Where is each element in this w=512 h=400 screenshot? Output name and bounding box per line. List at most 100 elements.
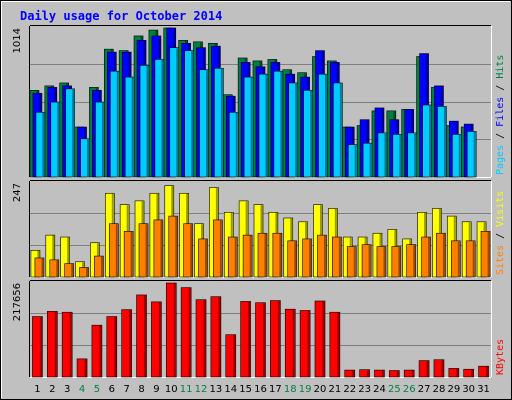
bar-shadow — [399, 134, 402, 177]
bar-pages — [154, 59, 165, 178]
x-tick-label: 9 — [153, 384, 159, 395]
bar-shadow — [338, 237, 341, 277]
bar-shadow — [249, 235, 252, 277]
bar-shadow — [203, 300, 206, 377]
bar-sites — [361, 244, 372, 278]
bar-kbytes — [344, 369, 356, 378]
bar-sites — [287, 240, 298, 278]
bar-kbytes — [374, 369, 385, 378]
bar-shadow — [411, 370, 414, 377]
bar-kbytes — [389, 370, 400, 378]
bar-kbytes — [463, 368, 474, 378]
x-tick-label: 7 — [123, 384, 129, 395]
bar-shadow — [277, 301, 280, 377]
bar-shadow — [472, 241, 475, 277]
bar-shadow — [309, 239, 312, 277]
bar-pages — [392, 134, 403, 178]
legend-entry: / — [495, 227, 506, 245]
x-tick-label: 27 — [418, 384, 431, 395]
bar-shadow — [130, 231, 133, 277]
bar-sites — [49, 259, 60, 278]
bar-pages — [199, 69, 209, 178]
bar-shadow — [443, 106, 446, 177]
bar-sites — [421, 236, 431, 278]
bar-shadow — [458, 134, 461, 177]
x-tick-label: 22 — [343, 384, 356, 395]
bar-shadow — [161, 59, 164, 177]
x-tick-label: 2 — [49, 384, 55, 395]
x-tick-label: 16 — [254, 384, 267, 395]
bar-sites — [317, 234, 327, 278]
bar-sites — [138, 223, 149, 278]
bar-sites — [94, 255, 104, 278]
x-tick-label: 23 — [358, 384, 371, 395]
bar-pages — [124, 76, 135, 178]
bar-shadow — [295, 83, 298, 177]
x-tick-label: 10 — [165, 384, 178, 395]
bar-pages — [80, 138, 90, 178]
bar-kbytes — [240, 301, 251, 378]
bar-shadow — [337, 312, 340, 377]
legend-entry: Visits — [495, 191, 506, 227]
x-tick-label: 5 — [94, 384, 100, 395]
x-tick-label: 25 — [388, 384, 401, 395]
bar-pages — [109, 70, 120, 178]
bar-pages — [466, 131, 477, 178]
bar-kbytes — [403, 369, 415, 378]
bar-pages — [243, 76, 254, 178]
bar-shadow — [322, 301, 325, 377]
series-sites — [34, 215, 491, 278]
bar-shadow — [307, 310, 310, 377]
bar-kbytes — [299, 310, 311, 378]
bar-shadow — [39, 317, 42, 377]
bar-kbytes — [180, 287, 192, 378]
bar-pages — [258, 73, 269, 178]
bar-shadow — [86, 267, 89, 277]
panel-kbytes: 217656 KBytes — [12, 280, 506, 378]
bar-kbytes — [91, 324, 103, 378]
legend-visits-sites: Sites / Visits — [495, 191, 506, 275]
x-tick-label: 6 — [109, 384, 115, 395]
x-tick-label: 17 — [269, 384, 282, 395]
bar-shadow — [367, 370, 370, 377]
bar-shadow — [457, 241, 460, 277]
bar-shadow — [235, 112, 238, 177]
bar-shadow — [176, 48, 179, 177]
bar-kbytes — [478, 365, 489, 378]
bar-sites — [376, 246, 387, 278]
bar-sites — [257, 232, 268, 278]
bar-pages — [214, 67, 224, 178]
bar-shadow — [101, 102, 104, 177]
x-tick-label: 4 — [79, 384, 85, 395]
bar-sites — [436, 232, 446, 278]
bar-shadow — [369, 143, 372, 177]
bar-sites — [213, 219, 223, 278]
bar-kbytes — [284, 308, 296, 378]
bar-pages — [333, 82, 343, 178]
series-pages — [35, 47, 477, 178]
bar-sites — [302, 238, 312, 278]
bar-kbytes — [225, 334, 237, 378]
x-tick-label: 24 — [373, 384, 386, 395]
bar-sites — [451, 240, 461, 278]
bar-shadow — [310, 90, 313, 177]
bar-sites — [79, 267, 89, 278]
x-tick-label: 14 — [224, 384, 237, 395]
bar-kbytes — [76, 358, 88, 378]
bar-shadow — [115, 224, 118, 277]
bar-sites — [406, 244, 417, 278]
bar-sites — [183, 223, 193, 278]
bar-shadow — [398, 247, 401, 277]
bar-shadow — [368, 245, 371, 277]
bar-kbytes — [47, 311, 58, 378]
bar-sites — [480, 231, 491, 278]
bar-pages — [288, 82, 299, 178]
x-tick-label: 18 — [284, 384, 297, 395]
legend-entry: KBytes — [495, 339, 506, 375]
bar-sites — [153, 219, 164, 278]
bar-shadow — [116, 71, 119, 177]
x-tick-label: 21 — [328, 384, 341, 395]
bar-sites — [227, 236, 238, 278]
bar-shadow — [160, 220, 163, 277]
bar-sites — [242, 234, 253, 278]
